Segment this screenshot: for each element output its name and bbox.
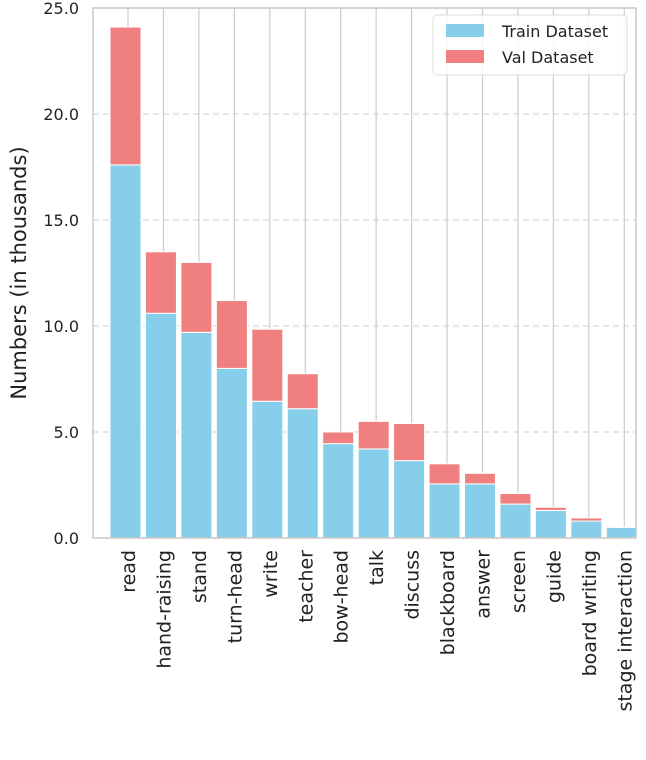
bar-layer [109,26,638,539]
legend: Train Dataset Val Dataset [432,14,628,76]
bar-val [180,261,213,333]
x-tick-label: guide [543,550,565,603]
bar-train [570,520,603,539]
bar-train [605,526,638,539]
bar-train [109,164,142,539]
bar-val [144,251,177,314]
x-tick-label: write [260,550,282,598]
bar-train [534,509,567,539]
y-axis-label: Numbers (in thousands) [7,146,31,399]
bar-val [464,472,496,485]
bar-train [357,448,390,539]
y-tick-label: 5.0 [54,423,79,442]
x-tick-label: hand-raising [153,550,175,669]
bar-val [534,506,567,511]
y-tick-label: 0.0 [54,529,79,548]
bar-val [393,423,426,462]
x-tick-label: board writing [579,550,601,676]
x-tick-label: answer [473,550,495,619]
bar-val [109,26,142,166]
x-tick-label: screen [508,550,530,613]
bar-train [499,503,532,539]
legend-label-val: Val Dataset [502,48,594,67]
bar-train [322,443,355,539]
y-tick-label: 10.0 [43,317,79,336]
bar-val [428,463,461,485]
y-axis-ticks: 0.0 5.0 10.0 15.0 20.0 25.0 [43,0,79,548]
bar-val [215,300,248,369]
x-tick-label: read [118,550,140,593]
x-tick-label: teacher [295,550,317,623]
bar-train [215,367,248,539]
bar-train [286,408,319,539]
x-tick-label: blackboard [437,550,459,655]
x-tick-label: talk [366,550,388,585]
x-tick-label: turn-head [224,550,246,643]
bar-val [357,420,390,450]
bar-val [322,431,355,445]
x-axis-ticks: read hand-raising stand turn-head write teach… [118,550,636,712]
y-tick-label: 15.0 [43,211,79,230]
y-tick-label: 25.0 [43,0,79,18]
x-tick-label: stand [189,550,211,603]
legend-swatch-val [446,50,484,63]
bar-train [251,400,284,539]
bar-val [286,373,319,410]
plot-frame [92,7,637,539]
bar-val [251,328,284,402]
bar-train [180,331,213,539]
y-tick-label: 20.0 [43,105,79,124]
x-tick-label: discuss [402,550,424,620]
bar-val [499,492,532,505]
bar-val [570,517,603,522]
x-tick-label: stage interaction [614,550,636,712]
bar-train [144,312,177,539]
bar-train [464,483,496,539]
bar-train [428,483,461,539]
legend-swatch-train [446,24,484,37]
bar-train [393,460,426,539]
legend-label-train: Train Dataset [501,22,608,41]
x-tick-label: bow-head [331,550,353,644]
